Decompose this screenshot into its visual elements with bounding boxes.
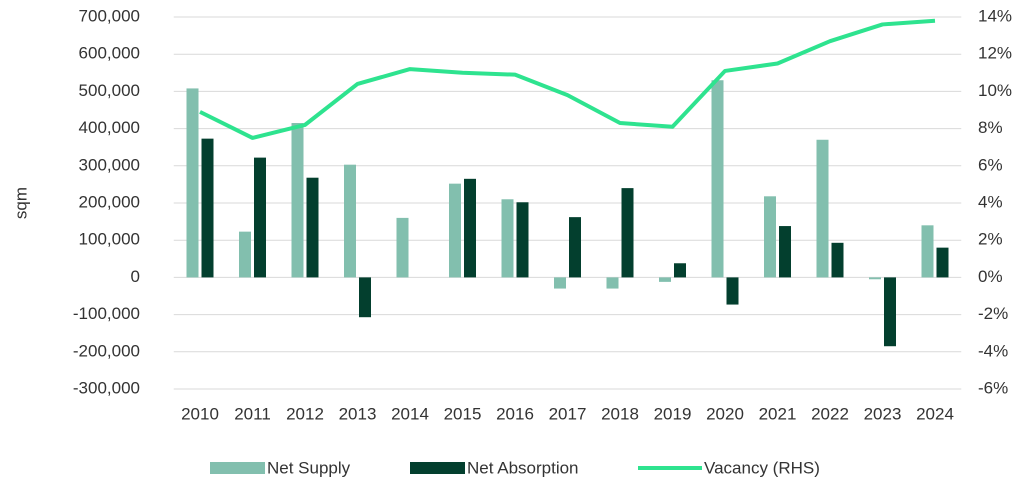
x-tick-label: 2013 <box>339 404 377 423</box>
y-tick-label: -300,000 <box>73 378 140 397</box>
bar <box>779 226 791 278</box>
y-tick-label: -100,000 <box>73 304 140 323</box>
y2-tick-label: 6% <box>978 155 1003 174</box>
y2-tick-label: 10% <box>978 81 1012 100</box>
bar <box>254 157 266 278</box>
bar <box>186 88 199 278</box>
x-tick-label: 2015 <box>444 404 482 423</box>
bar <box>359 277 371 318</box>
x-tick-label: 2014 <box>391 404 429 423</box>
x-tick-label: 2011 <box>234 404 271 423</box>
bar <box>501 199 514 278</box>
bar <box>884 277 896 347</box>
y2-tick-label: -4% <box>978 341 1008 360</box>
bar <box>396 217 409 278</box>
bar <box>554 277 566 289</box>
bar <box>674 263 686 278</box>
line-series <box>199 18 936 140</box>
y-tick-label: 200,000 <box>79 192 140 211</box>
legend-swatch <box>410 462 465 474</box>
bar <box>621 188 634 278</box>
y2-tick-label: 0% <box>978 267 1003 286</box>
bar <box>764 196 776 278</box>
y-tick-label: 100,000 <box>79 230 140 249</box>
bar <box>936 247 949 278</box>
bar <box>921 225 934 278</box>
y-tick-label: 500,000 <box>79 81 140 100</box>
bar <box>201 138 214 278</box>
y2-tick-label: 14% <box>978 6 1012 25</box>
bar <box>816 139 829 278</box>
x-tick-label: 2017 <box>549 404 587 423</box>
x-tick-label: 2020 <box>706 404 744 423</box>
bar <box>516 202 529 278</box>
y2-tick-label: 12% <box>978 44 1012 63</box>
bar <box>464 178 476 278</box>
legend-label: Vacancy (RHS) <box>704 458 820 477</box>
y2-tick-label: 8% <box>978 118 1003 137</box>
bar <box>291 123 304 278</box>
y-tick-label: 300,000 <box>79 155 140 174</box>
x-tick-label: 2012 <box>286 404 324 423</box>
legend-label: Net Supply <box>267 458 351 477</box>
x-tick-label: 2023 <box>864 404 902 423</box>
y-tick-label: 400,000 <box>79 118 140 137</box>
bar <box>306 177 319 278</box>
y-tick-label: 700,000 <box>79 6 140 25</box>
x-tick-label: 2021 <box>759 404 797 423</box>
legend-label: Net Absorption <box>467 458 579 477</box>
x-tick-label: 2010 <box>181 404 219 423</box>
x-tick-label: 2019 <box>654 404 692 423</box>
x-tick-label: 2024 <box>916 404 954 423</box>
bar <box>659 277 671 282</box>
bar <box>606 277 619 289</box>
y2-tick-label: -2% <box>978 304 1008 323</box>
y-tick-label: 0 <box>131 267 140 286</box>
legend-swatch <box>210 462 265 474</box>
bar <box>569 217 581 278</box>
y2-tick-label: 4% <box>978 192 1003 211</box>
bar <box>239 231 251 278</box>
bar <box>726 277 739 305</box>
bar <box>711 80 724 278</box>
y-tick-label: 600,000 <box>79 44 140 63</box>
bar <box>449 183 461 278</box>
bar <box>344 164 356 278</box>
y-axis-label: sqm <box>11 187 30 219</box>
bar <box>869 277 881 280</box>
y2-tick-label: 2% <box>978 230 1003 249</box>
y-tick-label: -200,000 <box>73 341 140 360</box>
y2-tick-label: -6% <box>978 378 1008 397</box>
bar <box>831 242 844 278</box>
x-tick-label: 2016 <box>496 404 534 423</box>
x-tick-label: 2018 <box>601 404 639 423</box>
x-tick-label: 2022 <box>811 404 849 423</box>
